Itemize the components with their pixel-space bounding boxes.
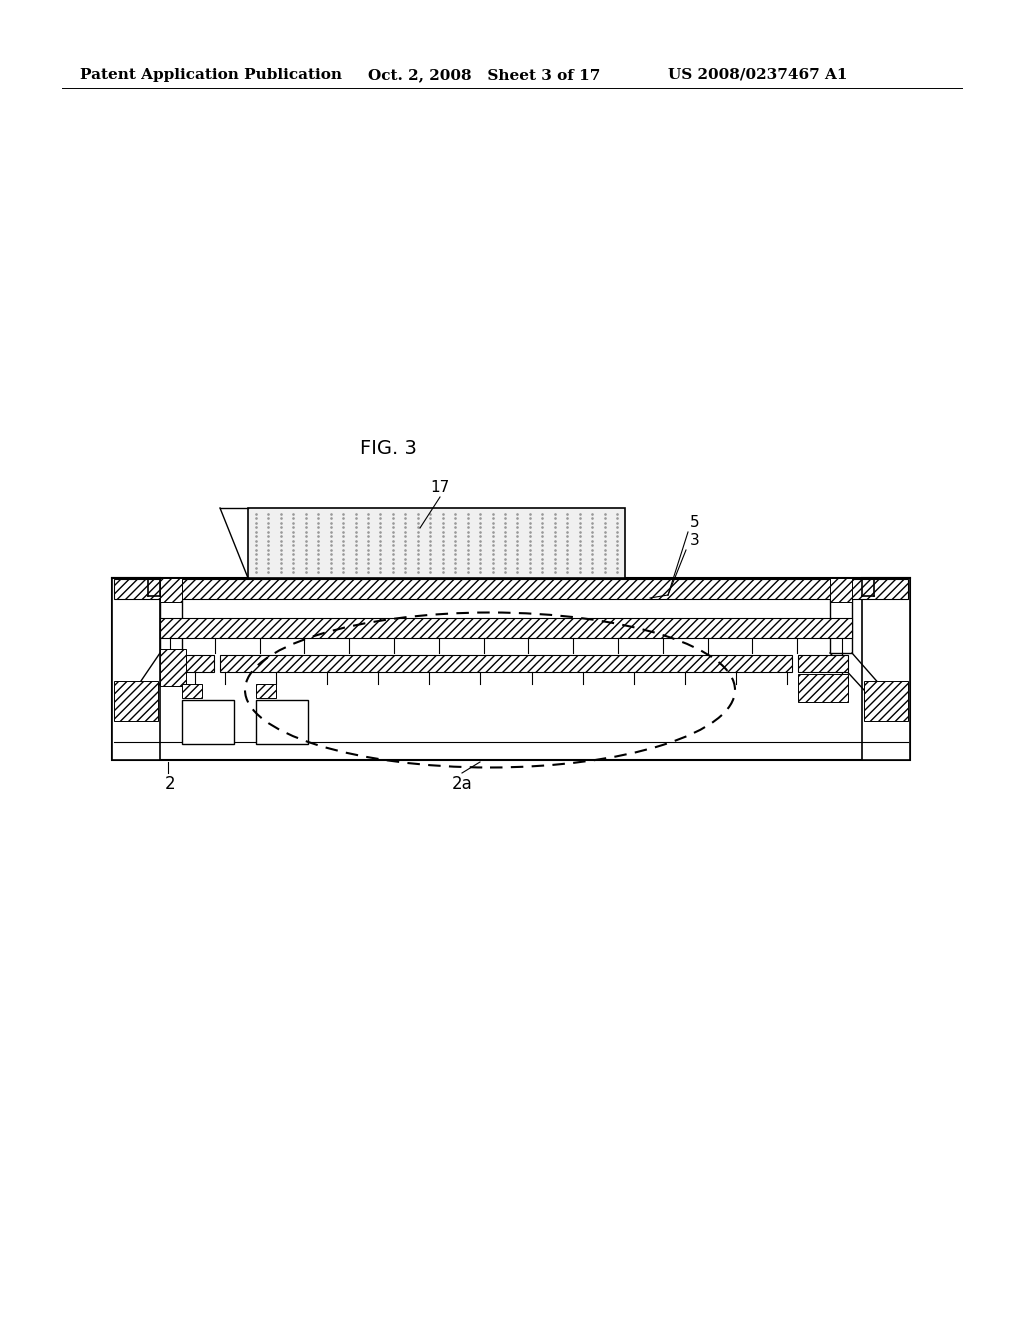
Bar <box>798 675 848 702</box>
Text: Patent Application Publication: Patent Application Publication <box>80 69 342 82</box>
Text: 3: 3 <box>690 533 699 548</box>
Bar <box>114 681 158 721</box>
Bar <box>182 700 234 744</box>
Bar <box>114 579 908 599</box>
Bar <box>830 578 852 602</box>
Bar <box>830 578 852 653</box>
Bar <box>160 649 186 686</box>
Bar <box>256 684 276 698</box>
Bar <box>164 655 214 672</box>
Bar <box>112 578 910 760</box>
Bar <box>798 655 848 672</box>
Text: US 2008/0237467 A1: US 2008/0237467 A1 <box>668 69 848 82</box>
Text: 2: 2 <box>165 775 175 793</box>
Text: 17: 17 <box>430 480 450 495</box>
Bar <box>256 700 308 744</box>
Bar <box>864 681 908 721</box>
Text: 2a: 2a <box>452 775 472 793</box>
Bar <box>160 578 182 653</box>
Bar <box>248 508 625 578</box>
Bar <box>112 578 160 760</box>
Bar <box>160 618 852 638</box>
Bar <box>182 684 202 698</box>
Text: 5: 5 <box>690 515 699 531</box>
Bar <box>220 655 792 672</box>
Text: Oct. 2, 2008   Sheet 3 of 17: Oct. 2, 2008 Sheet 3 of 17 <box>368 69 600 82</box>
Bar <box>160 578 182 602</box>
Text: FIG. 3: FIG. 3 <box>360 440 417 458</box>
Bar <box>862 578 910 760</box>
